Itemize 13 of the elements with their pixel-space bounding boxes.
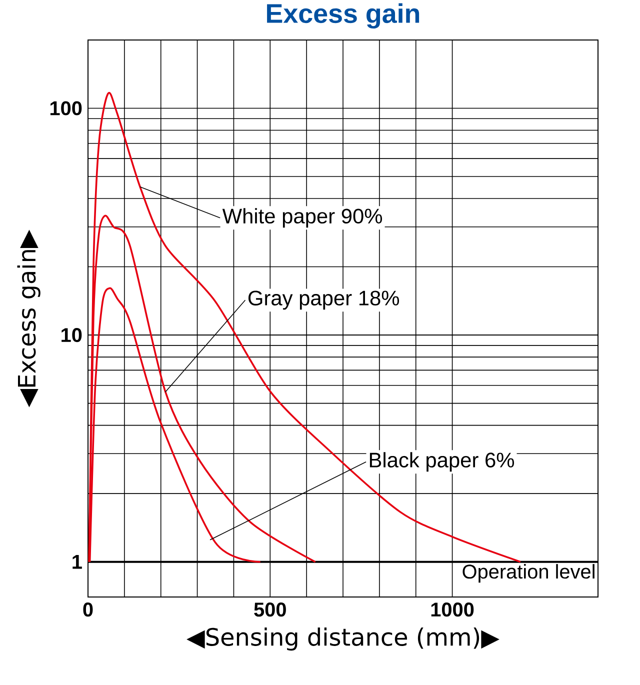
annotation: Black paper 6% bbox=[370, 452, 514, 472]
x-tick-label: 1000 bbox=[431, 602, 474, 617]
annotation: White paper 90% bbox=[222, 208, 382, 228]
x-tick-label: 0 bbox=[83, 602, 93, 617]
y-axis-title: ◀Excess gain▶ bbox=[17, 230, 40, 408]
y-tick-label: 100 bbox=[50, 101, 82, 116]
y-tick-label: 10 bbox=[62, 328, 82, 342]
chart-title: Excess gain bbox=[267, 3, 420, 28]
annotation: Gray paper 18% bbox=[248, 290, 399, 310]
x-tick-label: 500 bbox=[254, 602, 286, 617]
ref-line-label: Operation level bbox=[462, 564, 594, 583]
x-axis-title: ◀Sensing distance (mm)▶ bbox=[186, 627, 500, 651]
y-tick-label: 1 bbox=[72, 555, 82, 569]
